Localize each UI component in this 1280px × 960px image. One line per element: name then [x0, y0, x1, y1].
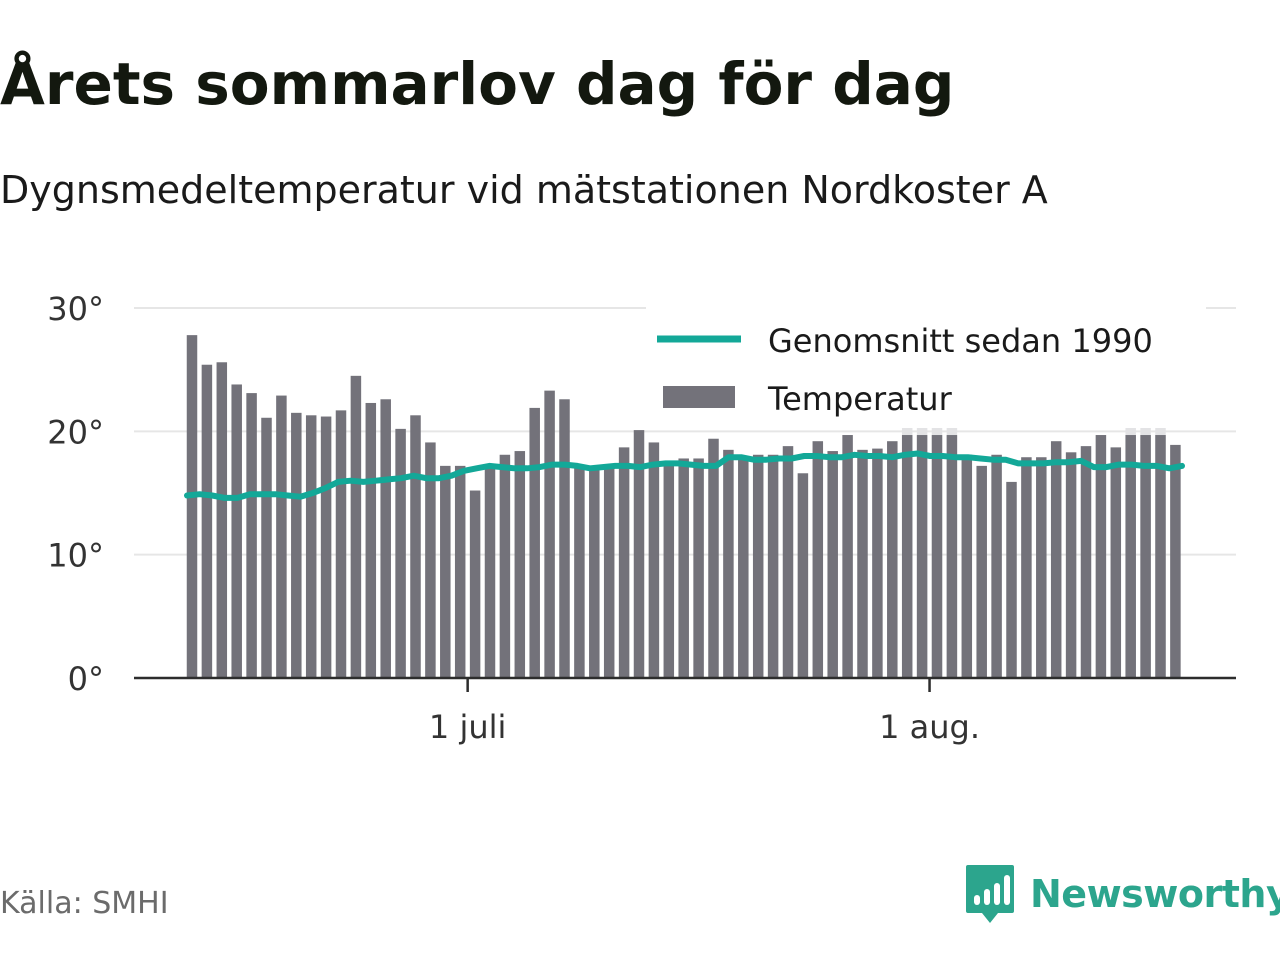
- chart-title: Årets sommarlov dag för dag: [0, 50, 955, 118]
- legend: Genomsnitt sedan 1990 Temperatur: [646, 306, 1206, 428]
- temperature-bar: [946, 435, 958, 678]
- y-tick-label: 20°: [47, 413, 104, 451]
- temperature-bar: [976, 465, 987, 678]
- temperature-bar: [1050, 441, 1062, 678]
- temperature-bar: [991, 454, 1002, 678]
- temperature-bar: [499, 454, 511, 678]
- temperature-bar: [723, 449, 734, 678]
- temperature-bar: [916, 435, 928, 678]
- y-tick-label: 0°: [68, 660, 104, 698]
- temperature-bar: [216, 362, 228, 678]
- temperature-bar: [693, 458, 704, 678]
- temperature-bar: [1125, 435, 1136, 678]
- brand-logo: Newsworthy: [964, 862, 1280, 926]
- temperature-bar: [425, 442, 436, 678]
- temperature-bar: [618, 447, 630, 678]
- temperature-bar: [574, 468, 585, 678]
- average-line-layer: [184, 450, 1185, 501]
- brand-name: Newsworthy: [1030, 872, 1280, 916]
- temperature-bar: [410, 415, 421, 678]
- temperature-bar: [887, 441, 898, 678]
- temperature-bar: [454, 465, 466, 678]
- temperature-bar: [469, 490, 481, 678]
- y-axis-tick-labels: 0° 10° 20° 30°: [47, 290, 104, 698]
- temperature-bar: [395, 428, 406, 678]
- temperature-bar: [1036, 457, 1047, 678]
- temperature-bar: [365, 402, 377, 678]
- source-note: Källa: SMHI: [0, 886, 169, 921]
- temperature-bar: [752, 454, 764, 678]
- legend-label-average: Genomsnitt sedan 1990: [768, 322, 1153, 360]
- temperature-bar: [708, 438, 719, 678]
- temperature-bar: [633, 430, 645, 678]
- temperature-bar: [767, 454, 779, 678]
- temperature-bar: [201, 364, 213, 678]
- newsworthy-logo-icon: [966, 865, 1014, 923]
- temperature-bar: [440, 465, 451, 678]
- temperature-bar: [738, 458, 749, 678]
- temperature-bar: [603, 465, 615, 678]
- temperature-bar: [812, 441, 824, 678]
- temperature-bar: [559, 399, 570, 678]
- chart-subtitle: Dygnsmedeltemperatur vid mätstationen No…: [0, 168, 1048, 212]
- temperature-bar: [305, 415, 317, 678]
- temperature-bar: [797, 473, 809, 678]
- temperature-bar: [1006, 481, 1017, 678]
- temperature-bar: [827, 451, 838, 678]
- temperature-bar: [857, 449, 868, 678]
- temperature-bar: [678, 458, 689, 678]
- temperature-bar: [931, 435, 943, 678]
- temperature-bar: [529, 407, 540, 678]
- temperature-bar: [1065, 452, 1077, 678]
- temperature-bar: [350, 375, 362, 678]
- temperature-bar: [261, 417, 272, 678]
- temperature-bars: [186, 335, 1181, 678]
- temperature-bar: [231, 384, 242, 678]
- legend-bar-swatch: [663, 386, 735, 408]
- temperature-bar: [901, 435, 913, 678]
- temperature-bar: [961, 454, 973, 678]
- x-tick-label: 1 juli: [429, 708, 506, 746]
- x-tick-label: 1 aug.: [879, 708, 980, 746]
- temperature-bar: [1080, 446, 1092, 678]
- temperature-bar: [1095, 435, 1107, 678]
- temperature-bar: [335, 410, 347, 678]
- temperature-bar: [842, 435, 853, 678]
- x-axis: [134, 676, 1236, 692]
- temperature-bar: [648, 442, 660, 678]
- temperature-bar: [320, 416, 332, 678]
- temperature-bar: [276, 395, 287, 678]
- temperature-bar: [380, 399, 391, 678]
- y-tick-label: 10°: [47, 537, 104, 575]
- temperature-bar: [1140, 435, 1151, 678]
- temperature-bar: [246, 393, 257, 678]
- average-line: [184, 450, 1185, 501]
- legend-background: [646, 306, 1206, 428]
- temperature-bar: [1110, 447, 1122, 678]
- temperature-bar: [589, 465, 600, 678]
- y-tick-label: 30°: [47, 290, 104, 328]
- temperature-bar: [782, 446, 794, 678]
- temperature-bar: [1021, 457, 1032, 678]
- legend-label-temperature: Temperatur: [767, 380, 953, 418]
- temperature-bar: [291, 412, 302, 678]
- temperature-bar: [514, 451, 526, 678]
- temperature-bar: [663, 460, 675, 678]
- temperature-bar: [544, 390, 555, 678]
- x-axis-tick-labels: 1 juli 1 aug.: [429, 708, 980, 746]
- temperature-bar: [1170, 444, 1181, 678]
- temperature-bar: [186, 335, 198, 678]
- temperature-bar: [1155, 435, 1166, 678]
- temperature-bar: [872, 448, 883, 678]
- temperature-bar: [484, 464, 496, 678]
